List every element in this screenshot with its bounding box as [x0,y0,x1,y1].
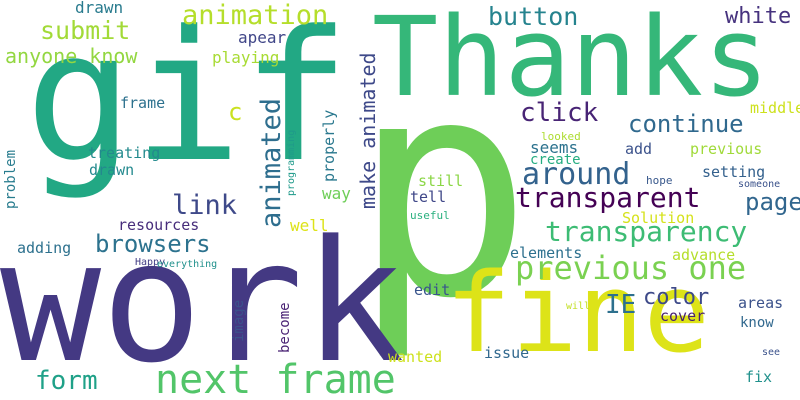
word-well: well [290,216,329,235]
word-looked: looked [541,130,581,143]
word-edit: edit [414,281,451,299]
word-someone: someone [738,179,781,190]
word-drawn-2: drawn [89,161,135,179]
word-submit: submit [40,16,131,45]
word-p: p [352,15,533,364]
word-image: image [231,300,247,343]
word-areas: areas [738,294,784,312]
word-become: become [277,302,293,353]
word-c: c [228,98,243,126]
word-resources: resources [118,216,200,234]
word-browsers: browsers [95,230,211,258]
word-white: white [725,4,792,29]
word-form: form [35,366,98,396]
word-transparent: transparent [515,181,701,214]
word-click: click [520,98,599,128]
word-useful: useful [410,209,450,222]
word-thanks: Thanks [372,0,770,121]
word-adding: adding [17,239,72,257]
word-previous: previous [690,140,763,158]
word-programming: programming [286,130,297,197]
word-transparency: transparency [545,215,748,248]
word-tell: tell [410,188,447,206]
word-seems: seems [530,138,579,157]
word-setting: setting [702,163,766,181]
word-solution: Solution [622,209,695,227]
word-animation: animation [182,0,329,31]
word-add: add [625,140,653,158]
word-create: create [530,152,581,168]
word-make-animated: make animated [356,52,380,209]
word-hope: hope [646,174,673,187]
word-previous-one: previous one [515,249,747,287]
word-elements: elements [510,244,583,262]
word-frame: frame [120,94,166,112]
word-gif: gif [25,0,351,202]
word-still: still [418,172,464,190]
word-work: work [0,204,405,400]
word-ie: IE [605,290,637,320]
word-everything: everything [157,259,218,270]
word-way: way [322,184,351,203]
word-continue: continue [628,110,744,138]
word-next-frame: next frame [155,357,396,400]
word-advance: advance [672,246,736,264]
word-drawn: drawn [75,0,124,17]
word-anyone-know: anyone know [5,44,138,68]
word-apear: apear [238,28,287,47]
word-know: know [740,315,774,331]
word-middle: middle [750,99,800,117]
word-treating: treating [88,144,161,162]
word-playing: playing [212,48,280,67]
word-will: will [566,301,591,312]
word-fix: fix [745,368,773,386]
word-problem: problem [3,150,19,210]
word-wanted: wanted [388,348,443,366]
word-issue: issue [484,344,530,362]
word-see: see [762,347,781,358]
word-page: page [745,188,800,216]
word-happy: Happy [135,257,166,268]
word-animated: animated [256,98,287,229]
word-color: color [643,285,710,310]
word-around: around [522,157,631,192]
word-fine: fine [445,249,710,377]
word-cover: cover [660,307,706,325]
word-properly: properly [320,110,338,183]
word-link: link [172,190,238,221]
word-button: button [488,2,579,31]
